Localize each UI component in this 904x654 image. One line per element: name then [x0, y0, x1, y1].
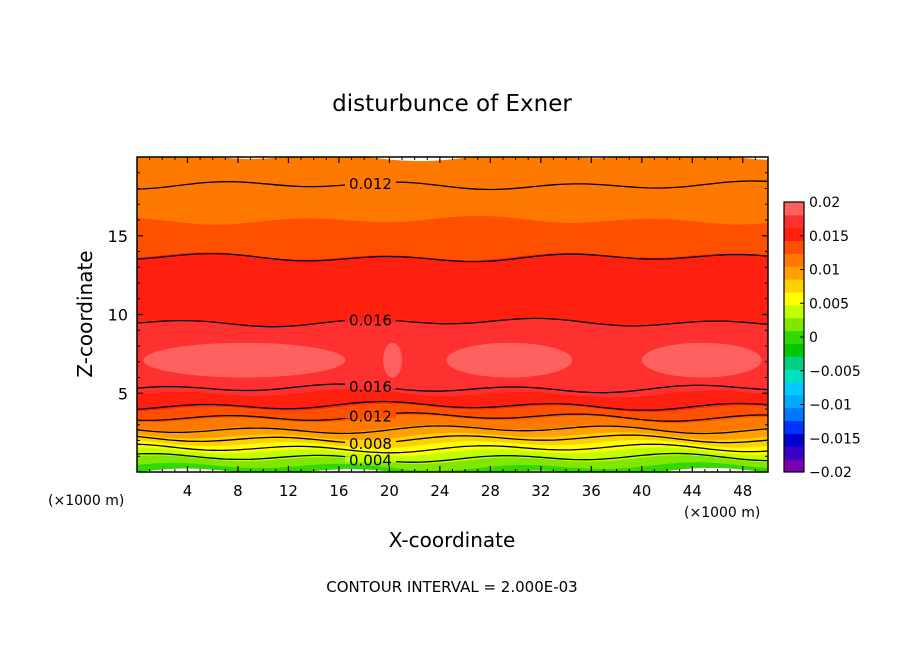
colorbar-swatch [784, 266, 804, 280]
colorbar-tick-label: −0.01 [809, 398, 852, 414]
contour-gap [344, 316, 396, 323]
colorbar-tick-label: −0.02 [809, 465, 852, 481]
x-unit-left: (×1000 m) [48, 493, 124, 509]
x-tick-label: 4 [183, 482, 193, 500]
x-tick-label: 24 [430, 482, 449, 500]
contour-line [137, 317, 768, 328]
contour-lines [137, 179, 768, 463]
colorbar-swatch [784, 227, 804, 242]
max-region [446, 342, 573, 378]
y-tick-label: 5 [118, 384, 128, 403]
contour-line [137, 252, 768, 263]
colorbar-swatch [784, 279, 804, 293]
colorbar-swatch [784, 304, 804, 319]
x-tick-label: 8 [233, 482, 243, 500]
color-bands [137, 157, 768, 472]
colorbar-tick-label: 0.005 [809, 296, 849, 312]
max-region [641, 342, 762, 378]
contour-gap [344, 382, 396, 389]
colorbar-swatch [784, 433, 804, 447]
colorbar-swatch [784, 459, 804, 473]
contour-gap [344, 412, 396, 419]
x-tick-label: 16 [329, 482, 348, 500]
colorbar-swatch [784, 382, 804, 396]
contour-label: 0.008 [349, 435, 392, 453]
x-tick-label: 36 [582, 482, 601, 500]
contour-line [137, 400, 768, 411]
colorbar: 0.02 0.015 0.01 0.005 0 −0.005 −0.01 −0.015 −0.0… [783, 195, 861, 481]
y-tick-label: 10 [108, 306, 128, 325]
contour-line [137, 452, 768, 463]
contour-interval-note: CONTOUR INTERVAL = 2.000E-03 [326, 578, 577, 596]
contour-line [137, 412, 768, 422]
contour-label: 0.016 [349, 378, 392, 396]
colorbar-swatch [784, 240, 804, 254]
contour-line [137, 180, 768, 191]
colorbar-tick-label: 0 [809, 330, 818, 346]
x-tick-label: 32 [531, 482, 550, 500]
colorbar-swatch [784, 330, 804, 344]
y-axis-label: Z-coordinate [73, 250, 97, 377]
colorbar-swatch [784, 356, 804, 370]
contour-label: 0.004 [349, 451, 392, 469]
colorbar-swatch [784, 214, 804, 229]
x-tick-label: 44 [683, 482, 702, 500]
colorbar-swatch [784, 343, 804, 357]
max-region [143, 342, 346, 378]
x-tick-label: 48 [733, 482, 752, 500]
max-region [383, 342, 403, 378]
color-band [137, 157, 768, 225]
x-unit-right: (×1000 m) [684, 505, 760, 521]
colorbar-tick-label: −0.005 [809, 364, 861, 380]
colorbar-tick-label: 0.02 [809, 195, 840, 211]
contour-label: 0.016 [349, 312, 392, 330]
colorbar-swatch [784, 369, 804, 383]
colorbar-swatch [784, 253, 804, 267]
x-tick-label: 12 [279, 482, 298, 500]
colorbar-swatch [784, 446, 804, 460]
contour-gap [344, 456, 396, 463]
colorbar-tick-label: −0.015 [809, 431, 861, 447]
x-tick-label: 40 [632, 482, 651, 500]
contour-line [137, 434, 768, 444]
contour-line [137, 425, 768, 435]
colorbar-swatch [784, 317, 804, 332]
contour-gap [344, 440, 396, 447]
x-tick-label: 28 [481, 482, 500, 500]
contour-gap [344, 179, 396, 186]
colorbar-swatch [784, 202, 804, 216]
colorbar-swatch [784, 407, 804, 422]
contour-line [137, 443, 768, 454]
color-band [137, 251, 768, 327]
chart-title: disturbunce of Exner [332, 91, 572, 117]
colorbar-tick-label: 0.015 [809, 229, 849, 245]
colorbar-tick-label: 0.01 [809, 263, 840, 279]
x-tick-label: 20 [380, 482, 399, 500]
contour-label: 0.012 [349, 175, 392, 193]
x-axis-label: X-coordinate [389, 528, 516, 552]
contour-label: 0.012 [349, 407, 392, 425]
colorbar-swatch [784, 394, 804, 409]
y-tick-label: 15 [108, 227, 128, 246]
colorbar-swatch [784, 420, 804, 434]
colorbar-swatch [784, 292, 804, 306]
contour-line [137, 383, 768, 394]
